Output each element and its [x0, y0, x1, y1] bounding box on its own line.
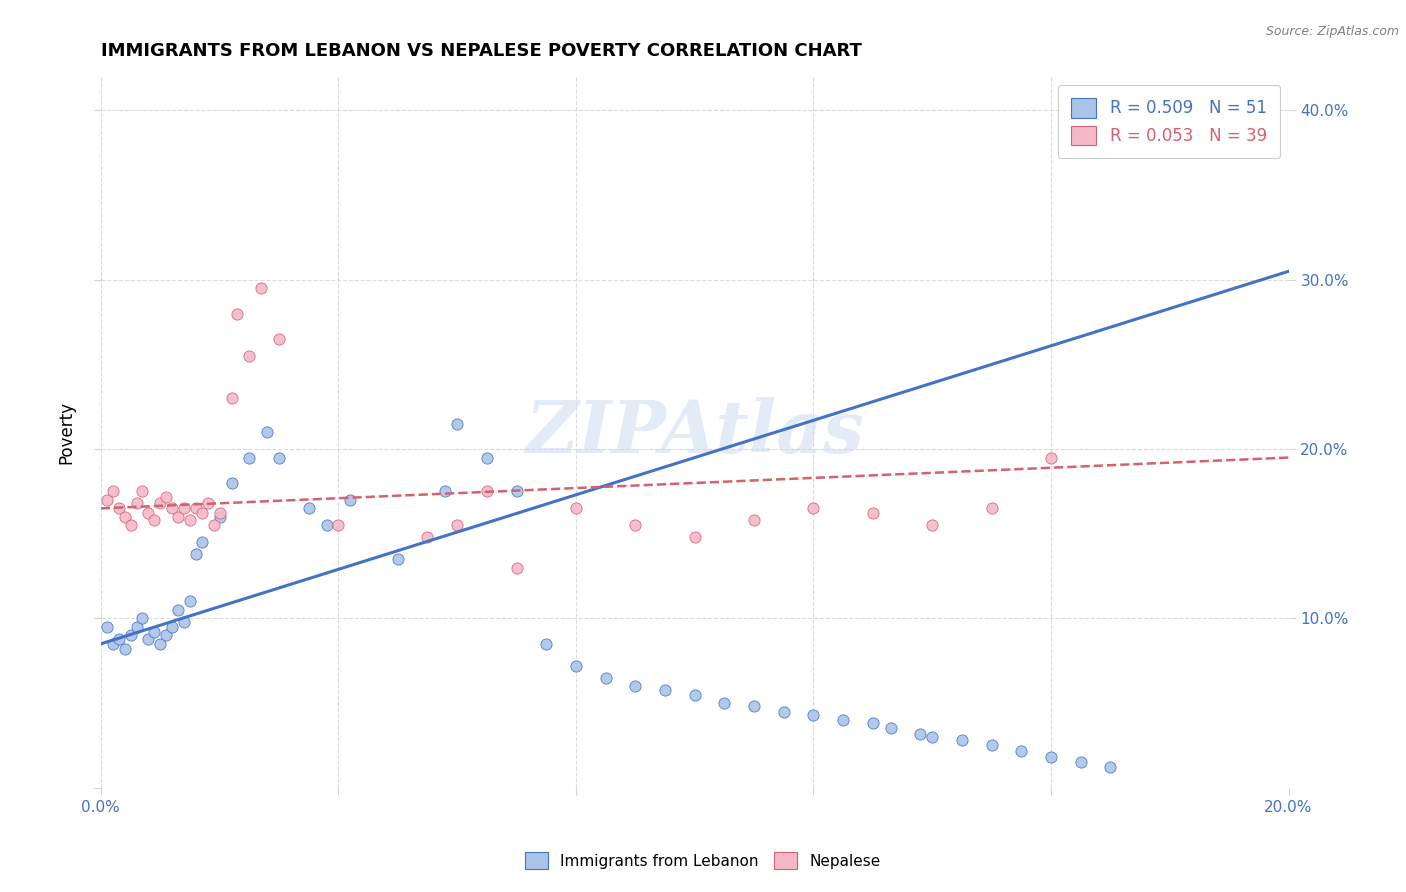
Point: [160, 620, 183, 634]
Point: [298, 501, 321, 516]
Point: [267, 450, 290, 465]
Point: [143, 624, 166, 639]
Point: [1010, 743, 1032, 757]
Legend: R = 0.509   N = 51, R = 0.053   N = 39: R = 0.509 N = 51, R = 0.053 N = 39: [1059, 85, 1281, 159]
Point: [221, 475, 243, 490]
Point: [107, 501, 129, 516]
Point: [921, 730, 943, 744]
Point: [654, 682, 676, 697]
Point: [683, 530, 706, 544]
Point: [173, 501, 195, 516]
Point: [149, 637, 172, 651]
Point: [208, 509, 231, 524]
Point: [862, 507, 884, 521]
Point: [950, 733, 973, 747]
Point: [167, 509, 190, 524]
Point: [742, 513, 765, 527]
Point: [475, 484, 498, 499]
Point: [267, 332, 290, 346]
Point: [226, 307, 249, 321]
Point: [683, 688, 706, 702]
Point: [713, 696, 735, 710]
Point: [96, 620, 118, 634]
Point: [131, 484, 153, 499]
Text: Source: ZipAtlas.com: Source: ZipAtlas.com: [1265, 25, 1399, 38]
Point: [256, 425, 278, 439]
Point: [1099, 760, 1122, 774]
Point: [155, 628, 177, 642]
Point: [179, 594, 201, 608]
Point: [980, 739, 1002, 753]
Point: [155, 490, 177, 504]
Point: [208, 507, 231, 521]
Point: [238, 450, 260, 465]
Point: [101, 637, 124, 651]
Point: [143, 513, 166, 527]
Point: [475, 450, 498, 465]
Point: [160, 501, 183, 516]
Point: [505, 560, 527, 574]
Point: [832, 713, 855, 727]
Point: [131, 611, 153, 625]
Point: [138, 632, 160, 646]
Point: [191, 507, 214, 521]
Text: IMMIGRANTS FROM LEBANON VS NEPALESE POVERTY CORRELATION CHART: IMMIGRANTS FROM LEBANON VS NEPALESE POVE…: [101, 42, 862, 60]
Text: ZIPAtlas: ZIPAtlas: [526, 397, 865, 467]
Point: [114, 641, 136, 656]
Point: [910, 726, 932, 740]
Legend: Immigrants from Lebanon, Nepalese: Immigrants from Lebanon, Nepalese: [519, 846, 887, 875]
Point: [879, 722, 901, 736]
Point: [446, 417, 468, 431]
Point: [921, 518, 943, 533]
Point: [250, 281, 273, 295]
Point: [862, 716, 884, 731]
Point: [1040, 450, 1063, 465]
Point: [1040, 750, 1063, 764]
Y-axis label: Poverty: Poverty: [58, 401, 75, 464]
Point: [96, 492, 118, 507]
Point: [120, 518, 142, 533]
Point: [173, 615, 195, 629]
Point: [772, 705, 794, 719]
Point: [191, 535, 214, 549]
Point: [221, 392, 243, 406]
Point: [197, 496, 219, 510]
Point: [803, 708, 825, 723]
Point: [387, 552, 409, 566]
Point: [339, 492, 361, 507]
Point: [416, 530, 439, 544]
Point: [101, 484, 124, 499]
Point: [980, 501, 1002, 516]
Point: [446, 518, 468, 533]
Point: [595, 671, 617, 685]
Point: [120, 628, 142, 642]
Point: [624, 518, 647, 533]
Point: [125, 496, 148, 510]
Point: [125, 620, 148, 634]
Point: [565, 658, 588, 673]
Point: [505, 484, 527, 499]
Point: [742, 699, 765, 714]
Point: [114, 509, 136, 524]
Point: [624, 679, 647, 693]
Point: [238, 349, 260, 363]
Point: [167, 603, 190, 617]
Point: [149, 496, 172, 510]
Point: [184, 547, 207, 561]
Point: [536, 637, 558, 651]
Point: [803, 501, 825, 516]
Point: [107, 632, 129, 646]
Point: [434, 484, 457, 499]
Point: [202, 518, 225, 533]
Point: [315, 518, 337, 533]
Point: [1070, 756, 1092, 770]
Point: [138, 507, 160, 521]
Point: [179, 513, 201, 527]
Point: [184, 501, 207, 516]
Point: [328, 518, 350, 533]
Point: [565, 501, 588, 516]
